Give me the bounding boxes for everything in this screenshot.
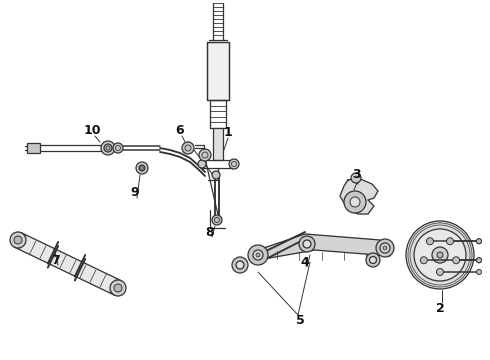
Circle shape <box>426 238 434 245</box>
Circle shape <box>256 253 260 257</box>
Text: 1: 1 <box>223 126 232 139</box>
Circle shape <box>344 191 366 213</box>
Circle shape <box>380 243 390 253</box>
Circle shape <box>383 246 387 250</box>
Circle shape <box>437 269 443 275</box>
Polygon shape <box>15 233 122 295</box>
Text: 7: 7 <box>50 253 59 266</box>
Text: 2: 2 <box>436 302 444 315</box>
Circle shape <box>10 232 26 248</box>
Bar <box>27 143 40 153</box>
Circle shape <box>199 149 211 161</box>
Circle shape <box>236 261 244 269</box>
Circle shape <box>476 270 482 274</box>
Circle shape <box>406 221 474 289</box>
Circle shape <box>351 173 361 183</box>
Text: 10: 10 <box>83 123 101 136</box>
Circle shape <box>369 256 376 264</box>
Circle shape <box>414 229 466 281</box>
Circle shape <box>110 280 126 296</box>
Circle shape <box>212 215 222 225</box>
Circle shape <box>182 142 194 154</box>
Circle shape <box>299 236 315 252</box>
Circle shape <box>248 245 268 265</box>
Circle shape <box>113 143 123 153</box>
Text: 3: 3 <box>352 167 360 180</box>
Circle shape <box>232 257 248 273</box>
Bar <box>207 42 229 100</box>
Bar <box>213 128 223 160</box>
Circle shape <box>114 284 122 292</box>
Text: 6: 6 <box>176 123 184 136</box>
Circle shape <box>212 171 220 179</box>
Circle shape <box>446 238 453 245</box>
Circle shape <box>476 258 482 263</box>
Circle shape <box>14 236 22 244</box>
Circle shape <box>476 239 482 244</box>
Text: 5: 5 <box>295 314 304 327</box>
Circle shape <box>350 197 360 207</box>
Circle shape <box>453 257 460 264</box>
Circle shape <box>253 250 263 260</box>
Circle shape <box>229 159 239 169</box>
Circle shape <box>303 240 311 248</box>
Text: 8: 8 <box>206 225 214 238</box>
Circle shape <box>476 258 482 263</box>
Circle shape <box>420 257 427 264</box>
Text: 9: 9 <box>131 185 139 198</box>
Circle shape <box>437 252 443 258</box>
Circle shape <box>136 162 148 174</box>
Polygon shape <box>340 178 378 214</box>
Circle shape <box>139 165 145 171</box>
Polygon shape <box>258 234 390 260</box>
Circle shape <box>198 160 206 168</box>
Circle shape <box>101 141 115 155</box>
Circle shape <box>366 253 380 267</box>
Circle shape <box>104 144 112 152</box>
Circle shape <box>376 239 394 257</box>
Circle shape <box>432 247 448 263</box>
Circle shape <box>476 239 482 244</box>
Text: 4: 4 <box>301 256 309 269</box>
